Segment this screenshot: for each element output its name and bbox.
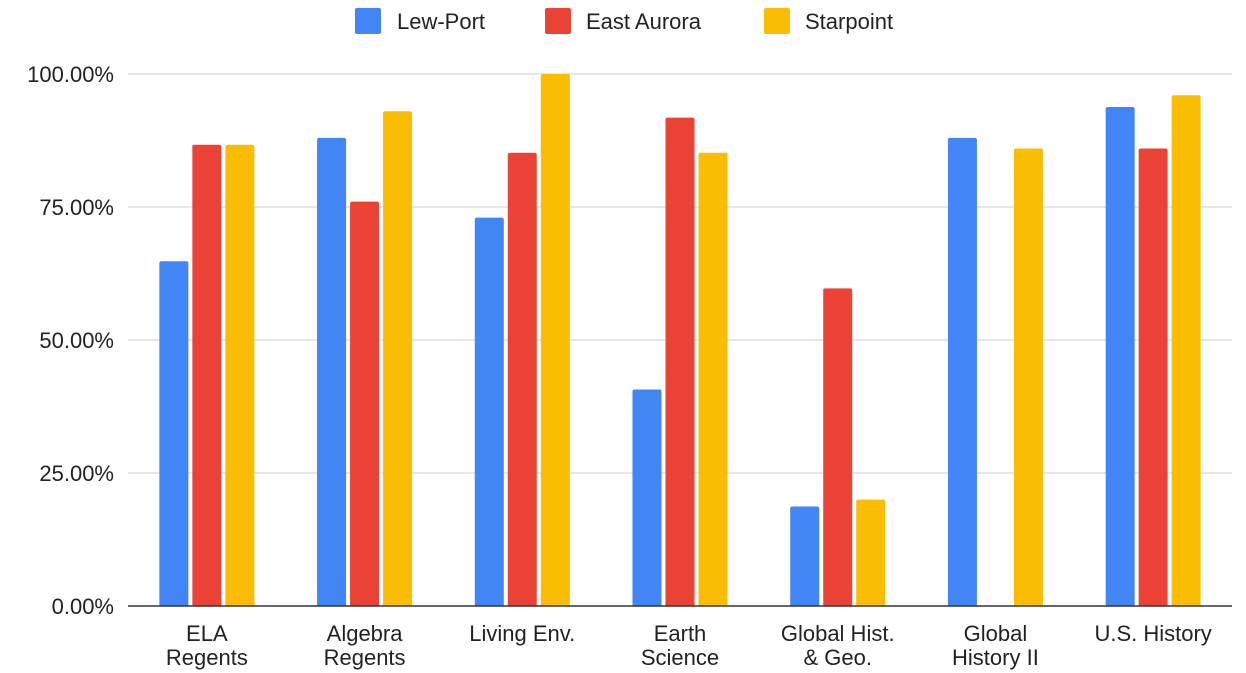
bar [1138, 148, 1168, 607]
bar [698, 152, 728, 606]
bar [823, 288, 853, 606]
bar [1171, 95, 1201, 606]
bar [540, 74, 570, 606]
x-axis: ELA Regents Algebra Regents Living Env. Earth… [128, 605, 1232, 670]
bar [192, 144, 222, 607]
bar [383, 111, 413, 607]
legend-swatch [764, 8, 790, 34]
bar [856, 499, 886, 606]
y-tick-label: 50.00% [39, 328, 114, 353]
bar [790, 506, 820, 606]
bar [507, 152, 537, 606]
y-tick-label: 75.00% [39, 195, 114, 220]
bar [1105, 106, 1135, 606]
bar [632, 389, 662, 606]
x-tick-label: U.S. History [1094, 621, 1211, 646]
y-axis: 0.00% 25.00% 50.00% 75.00% 100.00% [27, 62, 114, 619]
legend-label: Lew-Port [397, 9, 485, 34]
legend-swatch [355, 8, 381, 34]
y-tick-label: 25.00% [39, 461, 114, 486]
legend: Lew-Port East Aurora Starpoint [355, 8, 893, 34]
bar [350, 201, 380, 606]
x-tick-label: Global History II [952, 621, 1039, 670]
bar [317, 137, 347, 606]
bar [159, 261, 189, 606]
bars [159, 74, 1201, 607]
x-tick-label: ELA Regents [166, 621, 248, 670]
y-tick-label: 0.00% [52, 594, 114, 619]
x-tick-label: Algebra Regents [324, 621, 406, 670]
y-tick-label: 100.00% [27, 62, 114, 87]
legend-label: East Aurora [586, 9, 702, 34]
x-tick-label: Living Env. [469, 621, 575, 646]
legend-label: Starpoint [805, 9, 893, 34]
bar [1013, 148, 1043, 607]
legend-swatch [545, 8, 571, 34]
bar [225, 144, 255, 607]
x-tick-label: Earth Science [641, 621, 719, 670]
bar [474, 217, 504, 606]
bar [947, 137, 977, 606]
bar [665, 117, 695, 607]
x-tick-label: Global Hist. & Geo. [781, 621, 895, 670]
